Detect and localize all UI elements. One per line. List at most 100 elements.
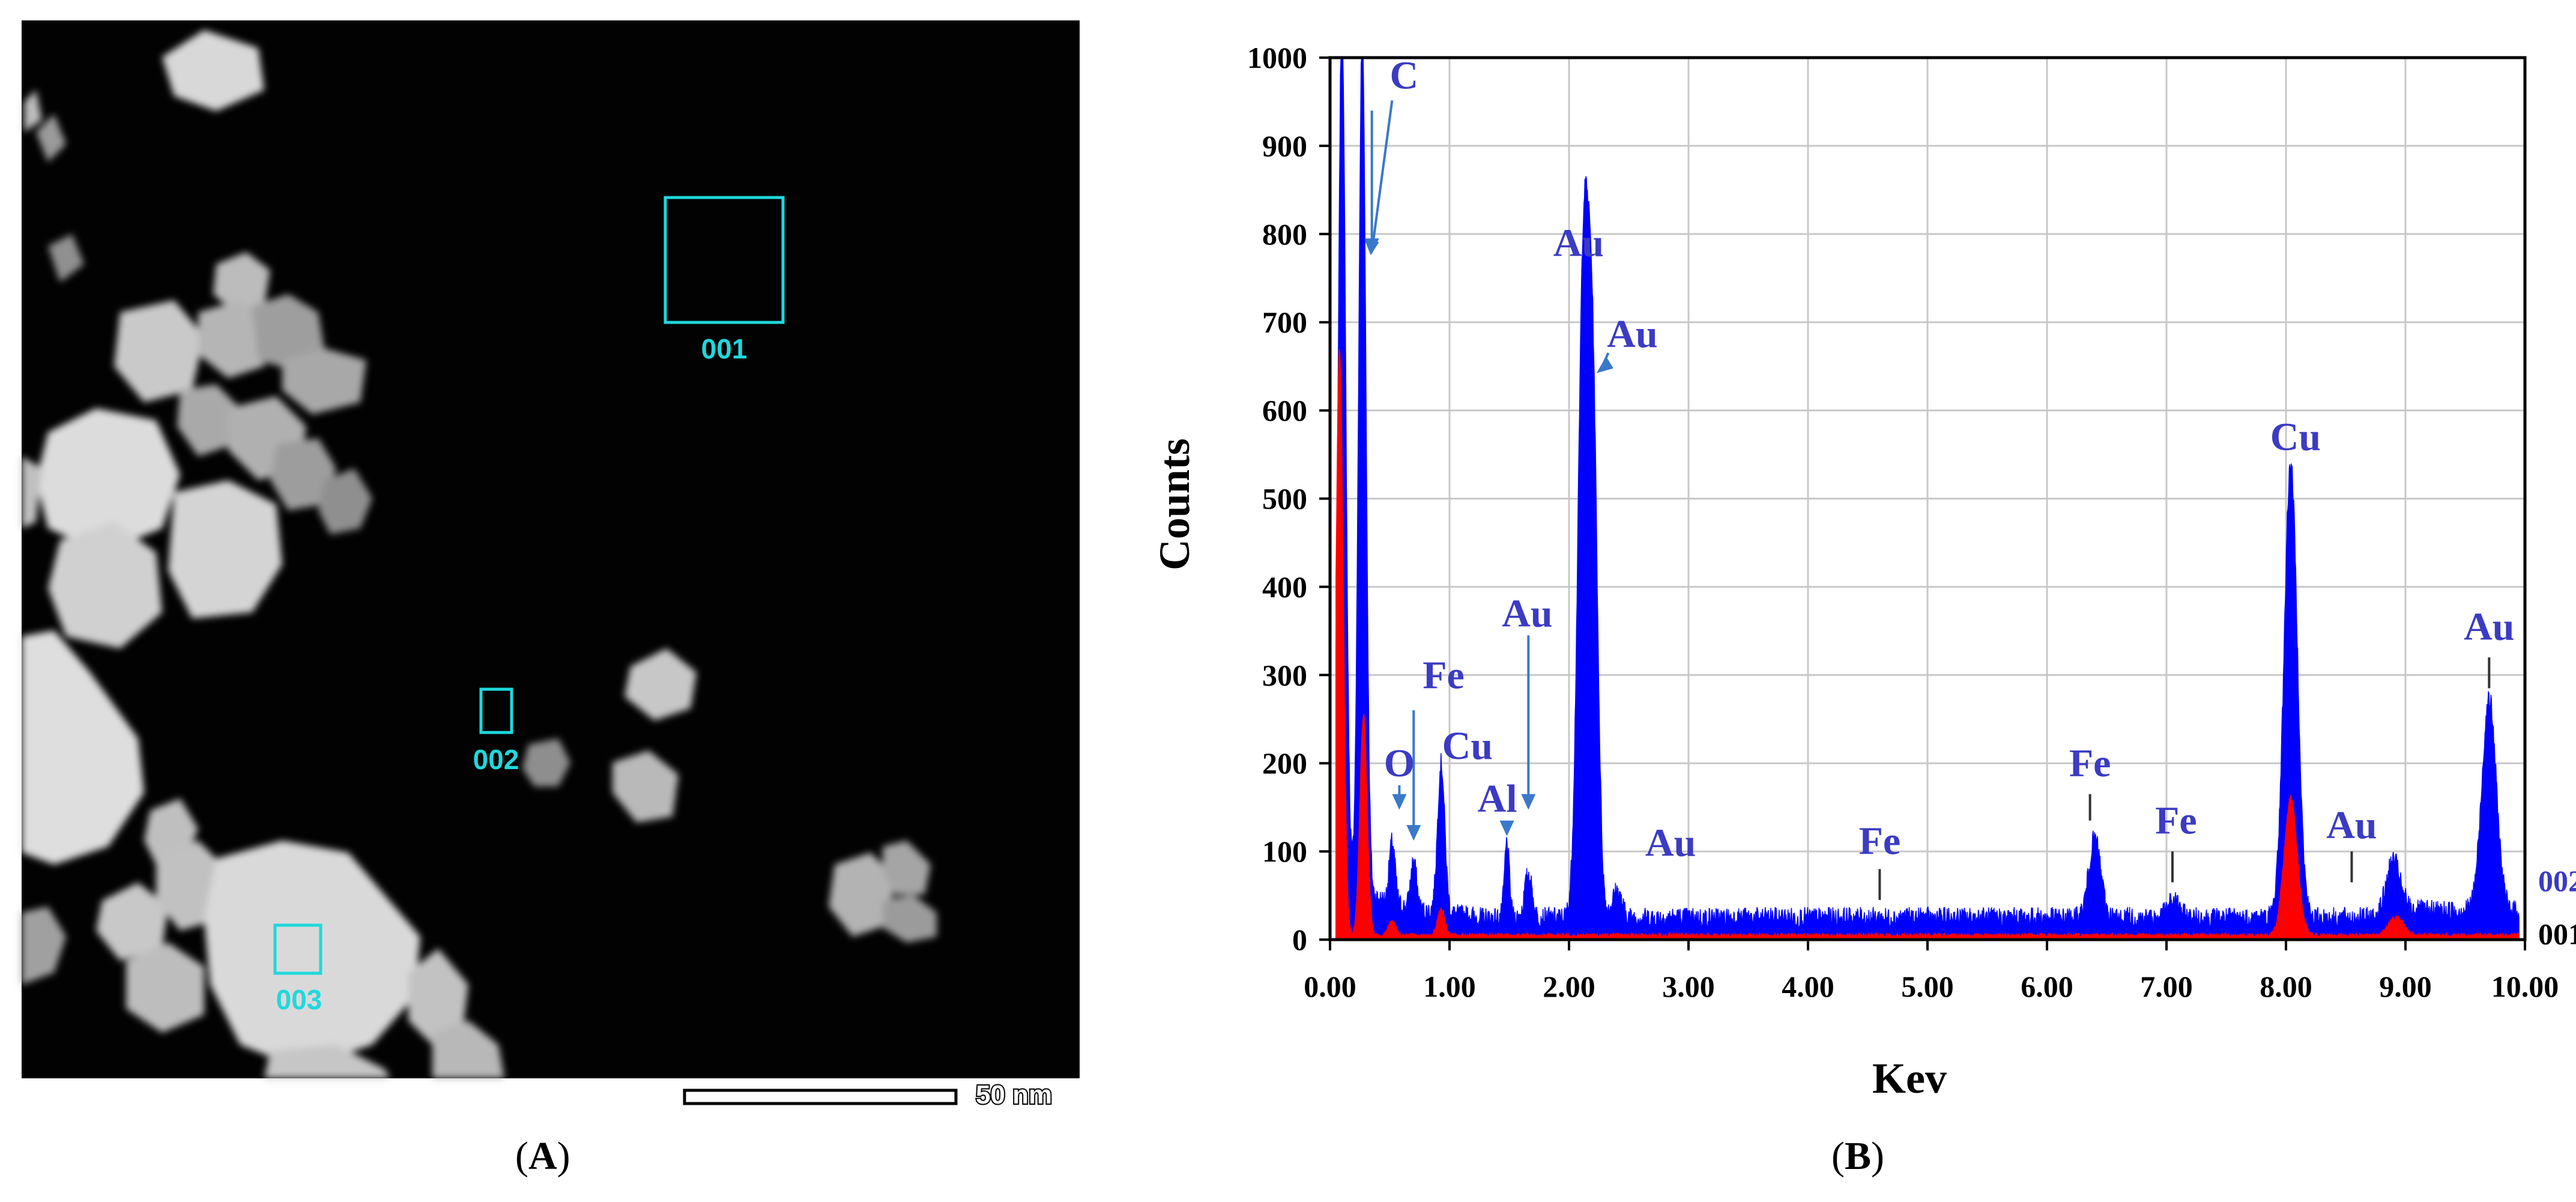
stem-image-panel: 001 002 003 50 nm [22,20,1080,1111]
region-label-001: 001 [701,333,748,364]
series-area-002 [1335,57,2520,940]
panel-label-a: (A) [515,1134,570,1179]
nanoparticle [168,480,282,618]
nanoparticle [162,30,264,111]
x-tick-label: 8.00 [2260,970,2312,1003]
chart-series-areas [1335,57,2520,940]
nanoparticle [96,883,168,961]
region-label-002: 002 [473,744,519,775]
peak-label-cu: Cu [1442,724,1493,768]
peak-label-c: C [1390,53,1419,97]
chart-series-labels: 002 001 [2538,864,2576,950]
region-box-003 [273,923,322,975]
nanoparticle [252,294,324,372]
panel-label-a-close: ) [557,1134,570,1178]
x-tick-label: 1.00 [1423,970,1476,1003]
nanoparticle [22,630,144,865]
y-tick-label: 500 [1262,482,1307,516]
scale-bar: 50 nm [683,1079,1053,1111]
nanoparticle [883,841,931,895]
series-area-001 [1335,348,2520,940]
annotation-arrowhead [1392,794,1407,810]
nanoparticles [22,30,937,1078]
x-tick-label: 9.00 [2379,970,2432,1003]
nanoparticle [36,408,180,552]
annotation-arrowhead-c [1364,240,1379,256]
scale-bar-rect [683,1089,958,1105]
nanoparticle [408,949,468,1045]
nanoparticle [624,648,697,720]
x-tick-label: 10.00 [2491,970,2559,1003]
peak-label-al: Al [1478,777,1517,821]
nanoparticle [829,853,895,937]
x-tick-label: 0.00 [1304,970,1356,1003]
panel-label-b-letter: B [1844,1134,1872,1178]
y-tick-label: 400 [1262,570,1307,603]
nanoparticle [36,114,66,162]
peak-label-fe: Fe [1423,653,1465,697]
nanoparticle [432,1021,504,1078]
y-tick-label: 900 [1262,129,1307,163]
y-tick-label: 0 [1292,923,1307,956]
annotation-arrowhead [1596,356,1613,373]
nanoparticle [22,456,42,528]
annotation-arrowhead [1499,820,1514,836]
nanoparticle [48,234,84,282]
y-axis-label: Counts [1150,438,1199,570]
x-axis-label: Kev [1872,1054,1947,1102]
series-label-002: 002 [2538,864,2576,898]
panel-label-b-close: ) [1871,1134,1884,1178]
nanoparticle [270,438,336,510]
annotation-line-c [1370,100,1394,252]
region-box-001 [664,196,785,324]
y-tick-label: 600 [1262,394,1307,427]
peak-label-au: Au [2464,605,2514,649]
nanoparticle [48,522,162,648]
nanoparticle [24,90,42,132]
annotation-arrowhead [1521,794,1536,810]
y-tick-label: 100 [1262,835,1307,868]
peak-label-au: Au [1553,222,1604,265]
series-label-001: 001 [2538,917,2576,950]
x-tick-label: 6.00 [2021,970,2073,1003]
x-tick-label: 3.00 [1662,970,1715,1003]
peak-label-fe: Fe [1859,820,1901,863]
nanoparticle [198,300,270,378]
panel-label-b-open: ( [1831,1134,1845,1178]
x-tick-label: 5.00 [1901,970,1954,1003]
peak-label-au: Au [1607,312,1657,356]
y-tick-label: 300 [1262,658,1307,692]
nanoparticle [213,252,270,312]
x-tick-label: 7.00 [2140,970,2193,1003]
region-boxes: 001 002 003 [273,196,785,1015]
panel-label-a-open: ( [515,1134,528,1178]
peak-label-au: Au [2326,803,2377,847]
peak-label-au: Au [1502,592,1552,636]
y-tick-label: 700 [1262,306,1307,339]
nanoparticle [204,841,420,1069]
nanoparticle [114,300,204,402]
peak-label-fe: Fe [2069,741,2111,785]
panel-label-b: (B) [1831,1134,1884,1179]
nanoparticle [126,943,204,1033]
x-tick-label: 4.00 [1782,970,1834,1003]
annotation-arrowhead [1406,825,1421,841]
nanoparticle [177,384,240,456]
x-tick-label: 2.00 [1543,970,1595,1003]
peak-label-fe: Fe [2155,799,2197,843]
peak-label-o: O [1384,741,1415,785]
nanoparticle [522,738,570,787]
y-tick-label: 800 [1262,217,1307,251]
nanoparticle [22,907,66,985]
nanoparticle [883,895,937,943]
chart-ticks: 0.00 1.00 2.00 3.00 4.00 5.00 6.00 7.00 8.00 9.00… [1247,41,2559,1003]
peak-label-cu: Cu [2270,415,2321,459]
peak-label-au: Au [1645,821,1696,865]
region-box-002 [479,687,513,734]
region-label-003: 003 [276,984,322,1015]
nanoparticle [282,348,366,414]
y-tick-label: 1000 [1247,41,1307,74]
panel-label-a-letter: A [528,1134,557,1178]
eds-spectrum-chart: 0.00 1.00 2.00 3.00 4.00 5.00 6.00 7.00 8.00 9.00… [1150,41,2576,1102]
scale-bar-label: 50 nm [976,1080,1052,1110]
